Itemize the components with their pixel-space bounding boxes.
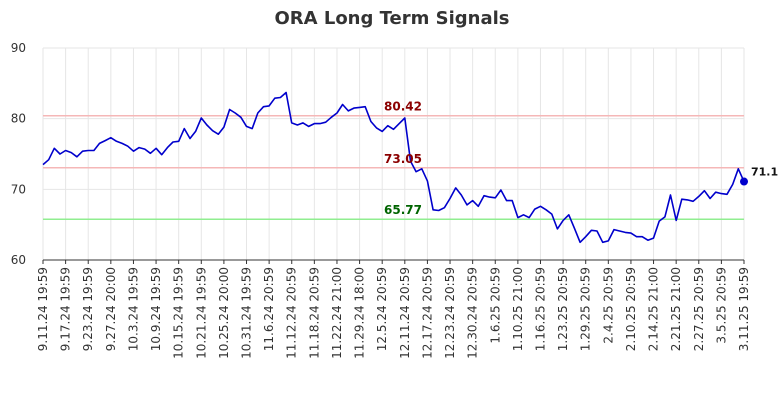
- x-tick-label: 11.29.24 18:00: [353, 267, 367, 359]
- x-tick-label: 12.11.24 20:59: [398, 267, 412, 359]
- x-tick-label: 9.11.24 19:59: [36, 267, 50, 351]
- x-tick-label: 1.29.25 20:59: [579, 267, 593, 351]
- reference-label: 65.77: [384, 203, 422, 217]
- y-tick-label: 60: [11, 253, 26, 267]
- grid-layer: [42, 47, 745, 261]
- x-tick-label: 12.17.24 20:59: [420, 267, 434, 359]
- series-layer: [42, 91, 748, 244]
- x-tick-label: 1.6.25 20:59: [488, 267, 502, 344]
- x-tick-label: 9.17.24 19:59: [59, 267, 73, 351]
- chart-title: ORA Long Term Signals: [274, 8, 510, 29]
- x-tick-label: 3.11.25 19:59: [737, 267, 751, 351]
- x-tick-label: 10.21.24 19:59: [194, 267, 208, 359]
- x-tick-label: 1.10.25 21:00: [511, 267, 525, 351]
- y-tick-label: 90: [11, 41, 26, 55]
- x-tick-label: 2.14.25 21:00: [647, 267, 661, 351]
- last-point-marker: [740, 177, 748, 186]
- x-tick-label: 9.27.24 20:00: [104, 267, 118, 351]
- x-tick-label: 10.9.24 19:59: [149, 267, 163, 351]
- last-value-label: 71.1: [751, 166, 778, 179]
- axes: [42, 259, 745, 264]
- x-tick-label: 10.15.24 19:59: [172, 267, 186, 359]
- reference-label: 73.05: [384, 152, 422, 166]
- x-tick-label: 11.6.24 20:59: [262, 267, 276, 351]
- y-tick-label: 80: [11, 112, 26, 126]
- x-tick-label: 1.23.25 20:59: [556, 267, 570, 351]
- x-tick-label: 12.30.24 20:59: [466, 267, 480, 359]
- x-tick-label: 3.5.25 20:59: [714, 267, 728, 344]
- y-tick-label: 70: [11, 182, 26, 196]
- x-tick-label: 2.4.25 20:59: [601, 267, 615, 344]
- x-tick-label: 2.10.25 20:59: [624, 267, 638, 351]
- x-tick-label: 1.16.25 20:59: [533, 267, 547, 351]
- x-tick-label: 9.23.24 19:59: [81, 267, 95, 351]
- x-tick-label: 2.21.25 21:00: [669, 267, 683, 351]
- x-tick-label: 11.18.24 20:59: [307, 267, 321, 359]
- x-tick-label: 10.3.24 19:59: [126, 267, 140, 351]
- reference-label: 80.42: [384, 100, 422, 114]
- label-layer: 60 70 80 90 9.11.24 19:59 9.17.24 19:59 9.23.2…: [11, 41, 778, 359]
- x-tick-label: 12.5.24 20:59: [375, 267, 389, 351]
- x-tick-label: 2.27.25 20:59: [692, 267, 706, 351]
- x-tick-label: 11.12.24 20:59: [285, 267, 299, 359]
- reference-lines: [43, 114, 744, 220]
- x-tick-label: 10.25.24 20:00: [217, 267, 231, 359]
- series-line: [42, 91, 745, 244]
- x-tick-label: 10.31.24 19:59: [240, 267, 254, 359]
- x-tick-label: 11.22.24 21:00: [330, 267, 344, 359]
- x-tick-label: 12.23.24 20:59: [443, 267, 457, 359]
